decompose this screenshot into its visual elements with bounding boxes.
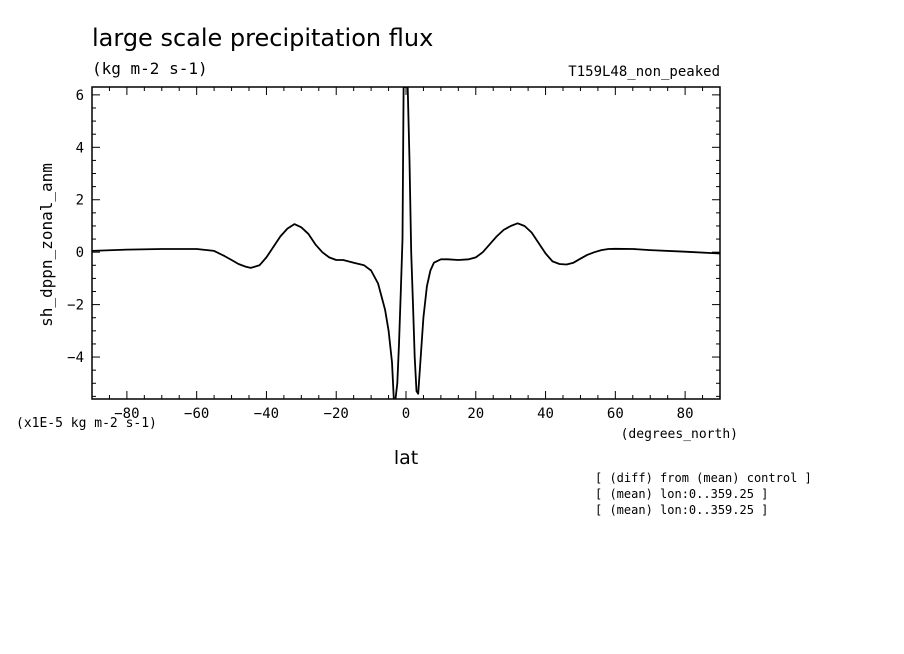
x-tick-label: 80 (677, 406, 694, 422)
x-tick-label: 40 (537, 406, 554, 422)
chart-title: large scale precipitation flux (92, 24, 433, 52)
x-tick-label: 20 (467, 406, 484, 422)
y-scale-note: (x1E-5 kg m-2 s-1) (16, 416, 157, 431)
y-tick-label: −4 (67, 350, 84, 366)
x-axis-units: (degrees_north) (621, 427, 738, 442)
annotation-diff: [ (diff) from (mean) control ] (595, 471, 812, 485)
plot-area (91, 86, 721, 400)
y-tick-label: −2 (67, 298, 84, 314)
y-axis-ticks: −4 −2 0 2 4 6 (67, 88, 720, 366)
y-tick-label: 2 (76, 193, 84, 209)
x-tick-label: −80 (114, 406, 139, 422)
x-tick-label: −20 (324, 406, 349, 422)
minor-ticks (92, 87, 720, 399)
x-tick-label: 0 (402, 406, 410, 422)
x-axis-label: lat (394, 447, 418, 469)
y-tick-label: 6 (76, 88, 84, 104)
x-axis-ticks: −80 −60 −40 −20 0 20 40 60 80 (114, 87, 694, 422)
x-tick-label: −40 (254, 406, 279, 422)
y-tick-label: 4 (76, 140, 84, 156)
plot-frame (91, 86, 721, 400)
chart-subtitle: (kg m-2 s-1) (92, 59, 208, 78)
series-line-group (92, 87, 720, 399)
annotation-mean-lon-1: [ (mean) lon:0..359.25 ] (595, 487, 768, 501)
y-axis-label: sh_dppn_zonal_anm (37, 163, 56, 327)
x-tick-label: 60 (607, 406, 624, 422)
annotation-mean-lon-2: [ (mean) lon:0..359.25 ] (595, 503, 768, 517)
x-tick-label: −60 (184, 406, 209, 422)
y-tick-label: 0 (76, 245, 84, 261)
run-label: T159L48_non_peaked (568, 64, 720, 80)
series-line-0 (92, 87, 720, 399)
